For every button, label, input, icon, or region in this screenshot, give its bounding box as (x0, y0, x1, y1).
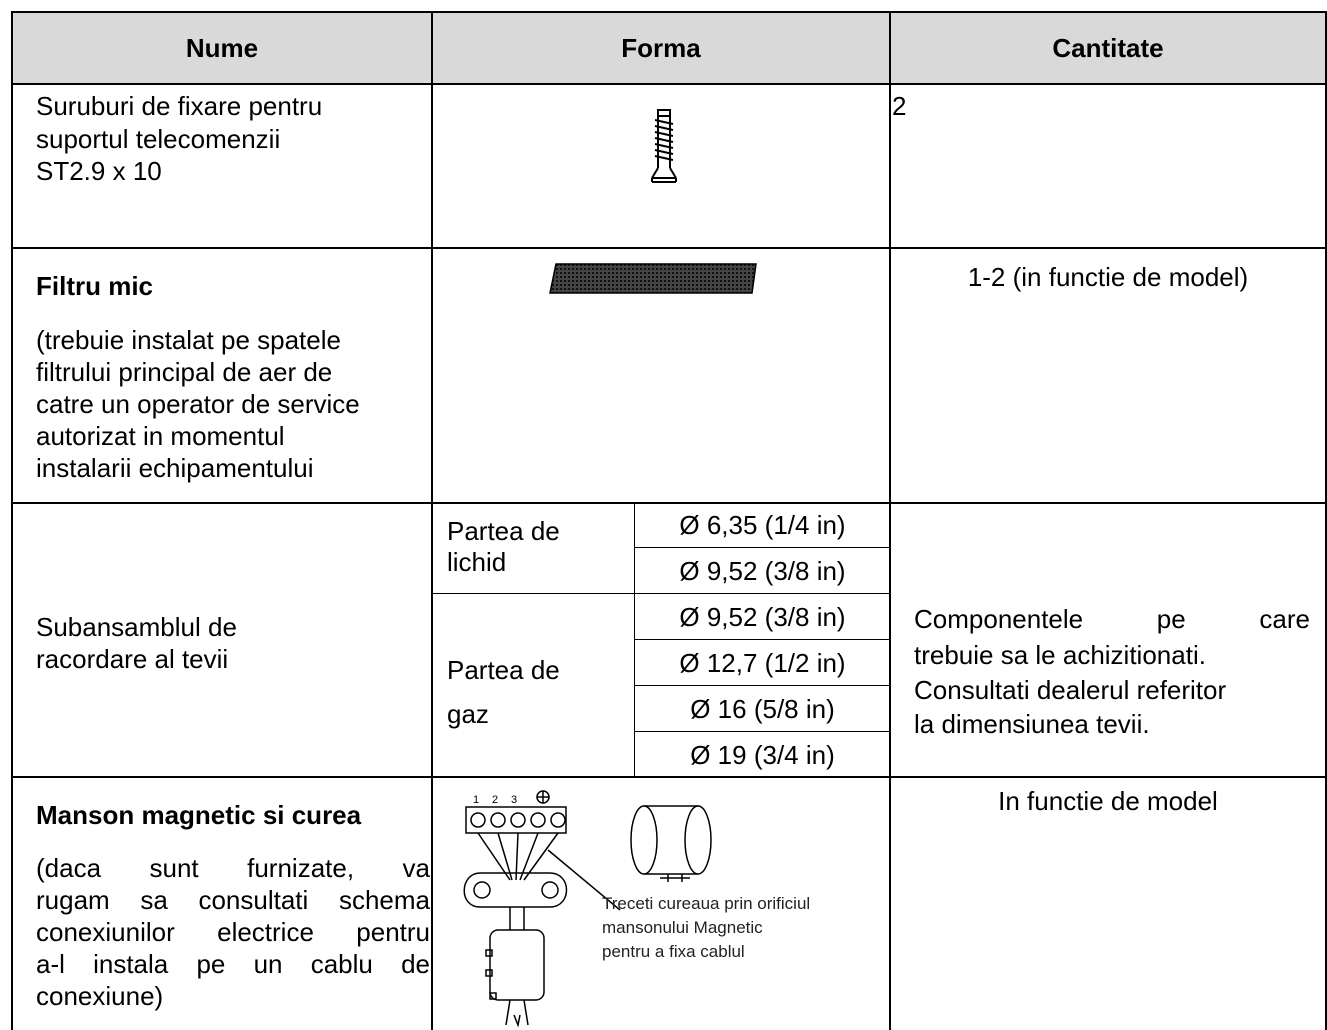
quantity: 1-2 (in functie de model) (967, 262, 1249, 292)
name-line: (daca sunt furnizate, va (36, 853, 430, 883)
name-line: autorizat in momentul (36, 421, 285, 451)
rule (12, 776, 1327, 778)
rule (432, 593, 890, 594)
size: Ø 19 (3/4 in) (690, 740, 835, 770)
size: Ø 9,52 (3/8 in) (679, 602, 846, 632)
rule (634, 503, 635, 777)
wiring-diagram: 1 2 3 (463, 790, 568, 1028)
name-line: a-l instala pe un cablu de (36, 949, 430, 979)
rule (11, 11, 13, 1030)
rule (12, 502, 1327, 504)
quantity-line: Consultati dealerul referitor (914, 675, 1227, 705)
header-bg (12, 12, 1326, 84)
name-line: instalarii echipamentului (36, 453, 314, 483)
rule (1325, 11, 1327, 1030)
rule (635, 639, 890, 640)
name-line: conexiune) (36, 981, 164, 1011)
size: Ø 16 (5/8 in) (690, 694, 835, 724)
group-label: gaz (447, 699, 489, 729)
rule (12, 83, 1327, 85)
quantity: In functie de model (998, 786, 1218, 816)
name-title: Manson magnetic si curea (36, 800, 362, 830)
group-label: Partea de (447, 655, 560, 685)
header-cell: Nume (185, 33, 259, 63)
diagram-note: mansonului Magnetic (602, 918, 763, 937)
name-line: filtrului principal de aer de (36, 357, 333, 387)
size: Ø 12,7 (1/2 in) (679, 648, 846, 678)
rule (635, 731, 890, 732)
filter-icon (549, 263, 757, 294)
header-cell: Forma (621, 33, 701, 63)
name-line: (trebuie instalat pe spatele (36, 325, 341, 355)
quantity-line: la dimensiunea tevii. (914, 709, 1150, 739)
size: Ø 6,35 (1/4 in) (679, 510, 846, 540)
quantity-line: trebuie sa le achizitionati. (914, 640, 1206, 670)
quantity: 2 (892, 91, 907, 121)
rule (12, 247, 1327, 249)
terminal-label: 1 (473, 794, 479, 806)
diagram-note: Treceti cureaua prin orificiul (602, 894, 811, 913)
size: Ø 9,52 (3/8 in) (679, 556, 846, 586)
name-line: Subansamblul de (36, 612, 237, 642)
name-line: racordare al tevii (36, 644, 229, 674)
group-label: Partea de (447, 516, 560, 546)
screw-icon (651, 109, 677, 183)
header-cell: Cantitate (1052, 33, 1164, 63)
rule (12, 11, 1327, 13)
rule (635, 547, 890, 548)
name-line: rugam sa consultati schema (36, 885, 430, 915)
quantity-line: Componentele pe care (914, 604, 1310, 634)
rule (635, 685, 890, 686)
rule (889, 11, 891, 1030)
diagram-note: pentru a fixa cablul (602, 942, 745, 961)
name-line: conexiunilor electrice pentru (36, 917, 430, 947)
name-line: ST2.9 x 10 (36, 156, 162, 186)
terminal-label: 2 (492, 794, 498, 806)
name-line: suportul telecomenzii (36, 124, 281, 154)
name-line: catre un operator de service (36, 389, 360, 419)
terminal-label: 3 (511, 794, 517, 806)
name-title: Filtru mic (36, 271, 154, 301)
name-line: Suruburi de fixare pentru (36, 91, 323, 121)
group-label: lichid (447, 547, 507, 577)
sleeve-icon (547, 805, 712, 911)
rule (431, 11, 433, 1030)
